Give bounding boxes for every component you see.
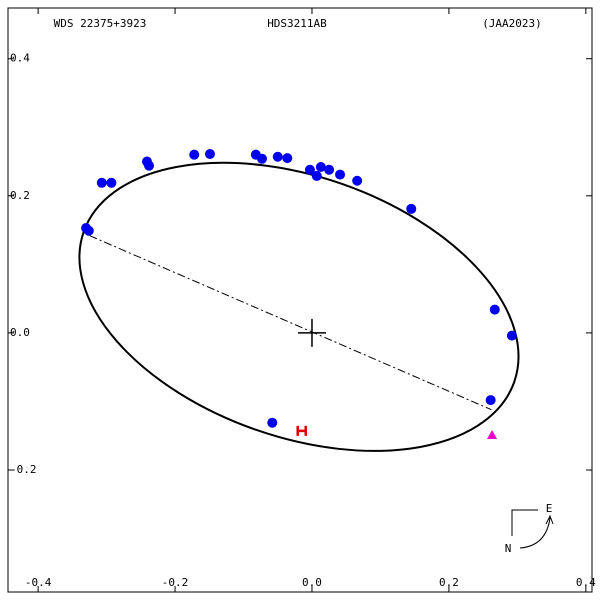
observation (96, 177, 107, 188)
y-tick-label: -0.2 (10, 463, 37, 476)
header-right: (JAA2023) (482, 17, 542, 30)
y-tick-label: 0.4 (10, 52, 30, 65)
observation (83, 225, 94, 236)
observation (106, 177, 117, 188)
observation (324, 164, 335, 175)
y-tick-label: 0.0 (10, 326, 30, 339)
observation (296, 425, 307, 436)
plot-frame (7, 7, 593, 593)
compass-north: N (505, 542, 512, 555)
observation (335, 169, 346, 180)
x-tick-label: 0.2 (439, 576, 459, 589)
observation (204, 149, 215, 159)
primary-star (297, 318, 326, 347)
observation (282, 153, 293, 164)
observation (352, 175, 363, 186)
compass-axes (511, 509, 538, 536)
observation (272, 151, 283, 162)
y-tick-label: 0.2 (10, 189, 30, 202)
observation (311, 170, 322, 181)
compass: E N (505, 502, 554, 555)
compass-arrow (519, 514, 554, 549)
header-left: WDS 22375+3923 (54, 17, 147, 30)
observation (257, 153, 268, 164)
observation (315, 162, 326, 173)
x-tick-label: -0.2 (162, 576, 189, 589)
observation (485, 395, 496, 406)
x-tick-label: -0.4 (25, 576, 52, 589)
observation (406, 203, 417, 214)
observation (304, 164, 315, 175)
observation (189, 149, 200, 160)
compass-east: E (546, 502, 553, 515)
observation (267, 417, 278, 428)
observation (487, 430, 498, 440)
line-of-apsides (89, 235, 492, 411)
x-tick-label: 0.0 (302, 576, 322, 589)
observation (144, 160, 155, 171)
observation (506, 330, 517, 341)
header-center: HDS3211AB (267, 17, 327, 30)
observation (489, 304, 500, 315)
orbit (78, 161, 520, 452)
x-tick-label: 0.4 (576, 576, 596, 589)
